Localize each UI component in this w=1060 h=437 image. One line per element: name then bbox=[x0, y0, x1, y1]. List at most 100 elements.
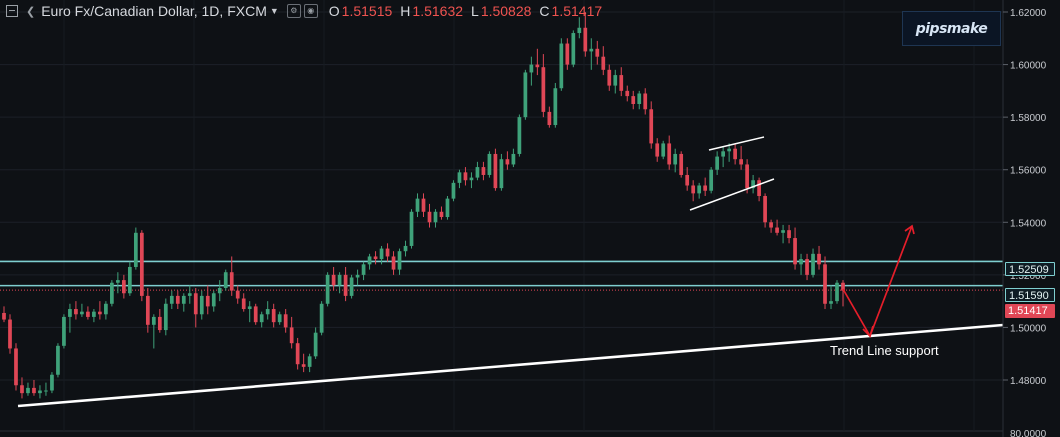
price-tick-label: 1.50000 bbox=[1010, 323, 1047, 334]
collapse-icon[interactable] bbox=[6, 5, 18, 17]
candle bbox=[691, 180, 696, 202]
candle-body bbox=[26, 387, 30, 394]
candle bbox=[715, 151, 720, 175]
candle bbox=[517, 114, 522, 157]
candle-body bbox=[715, 156, 720, 170]
candle-body bbox=[493, 153, 498, 189]
candle-body bbox=[835, 282, 839, 302]
candle bbox=[463, 167, 468, 186]
candle bbox=[595, 40, 600, 65]
candle-body bbox=[92, 311, 96, 317]
candle bbox=[283, 309, 288, 333]
candle-body bbox=[355, 274, 360, 278]
upper-level-price-tag[interactable]: 1.52509 bbox=[1005, 262, 1055, 276]
drawings bbox=[17, 136, 1004, 408]
candle-body bbox=[583, 27, 588, 52]
candle-body bbox=[679, 153, 684, 175]
candle bbox=[193, 287, 198, 328]
candle-body bbox=[541, 67, 546, 112]
candle-body bbox=[86, 311, 90, 317]
symbol-title[interactable]: Euro Fx/Canadian Dollar, 1D, FXCM bbox=[41, 3, 267, 19]
eye-icon[interactable]: ◉ bbox=[303, 4, 318, 18]
candle bbox=[433, 209, 438, 228]
candle bbox=[98, 301, 102, 320]
pipsmake-logo: pipsmake bbox=[902, 11, 1001, 46]
candle bbox=[163, 298, 168, 336]
candle bbox=[601, 46, 606, 76]
candle-body bbox=[98, 311, 102, 315]
candle-body bbox=[133, 232, 138, 267]
candle bbox=[487, 151, 492, 178]
candle-body bbox=[265, 309, 270, 315]
price-tick-label: 1.60000 bbox=[1010, 61, 1047, 72]
candle bbox=[139, 230, 144, 302]
channel-upper-line[interactable] bbox=[708, 136, 765, 151]
candle bbox=[697, 182, 702, 199]
candle-body bbox=[271, 309, 276, 323]
candle bbox=[199, 290, 204, 320]
candle bbox=[553, 82, 558, 128]
candle bbox=[649, 101, 654, 149]
price-axis[interactable]: 1.62000 1.60000 1.58000 1.56000 1.54000 1.520… bbox=[1002, 0, 1060, 437]
candle-body bbox=[421, 198, 426, 212]
candle bbox=[8, 314, 12, 354]
candle bbox=[751, 174, 755, 194]
candle-body bbox=[62, 316, 66, 346]
candle bbox=[607, 64, 612, 91]
candle-body bbox=[661, 143, 666, 157]
last-price-tag[interactable]: 1.51417 bbox=[1005, 304, 1055, 318]
candle bbox=[781, 224, 785, 244]
candle bbox=[409, 209, 414, 249]
settings-icon[interactable]: ⚙ bbox=[286, 4, 301, 18]
candle-body bbox=[38, 390, 42, 394]
candle bbox=[499, 153, 504, 191]
candle-body bbox=[691, 185, 696, 194]
trend-line[interactable] bbox=[17, 323, 1004, 408]
candle-body bbox=[481, 167, 486, 175]
candle-body bbox=[283, 314, 288, 328]
candle bbox=[457, 169, 462, 189]
chevron-down-icon[interactable]: ▼ bbox=[269, 6, 279, 16]
candle-body bbox=[349, 277, 354, 296]
candle bbox=[217, 280, 222, 302]
candle-body bbox=[439, 211, 444, 218]
candle-body bbox=[104, 303, 108, 315]
candle-body bbox=[116, 280, 120, 283]
candle-body bbox=[247, 306, 252, 310]
candle-body bbox=[385, 248, 390, 257]
candle-body bbox=[799, 259, 803, 265]
candle-body bbox=[181, 295, 186, 304]
candle-body bbox=[745, 164, 749, 189]
candle bbox=[74, 301, 78, 320]
candle bbox=[331, 266, 336, 291]
candle bbox=[271, 303, 276, 328]
candle-body bbox=[325, 274, 330, 304]
candle bbox=[583, 12, 588, 57]
candle bbox=[535, 48, 540, 76]
candle bbox=[427, 203, 432, 228]
candle bbox=[829, 285, 833, 310]
projection-arrow[interactable] bbox=[842, 224, 915, 338]
candle-body bbox=[811, 253, 815, 275]
candle-body bbox=[529, 64, 534, 73]
candle bbox=[835, 280, 839, 304]
candle bbox=[110, 280, 114, 307]
candle-body bbox=[373, 256, 378, 260]
candle bbox=[655, 138, 660, 162]
candle bbox=[481, 161, 486, 181]
candle-body bbox=[739, 159, 743, 165]
candle-body bbox=[805, 259, 809, 275]
price-axis-bg bbox=[1003, 0, 1060, 437]
lower-level-price-tag[interactable]: 1.51590 bbox=[1005, 288, 1055, 302]
chevron-left-icon[interactable]: ❮ bbox=[26, 5, 36, 18]
candle-body bbox=[367, 256, 372, 265]
candle-body bbox=[32, 387, 36, 394]
candle-body bbox=[589, 48, 594, 52]
candle-body bbox=[613, 75, 618, 86]
candle bbox=[50, 372, 54, 394]
channel-lower-line[interactable] bbox=[689, 178, 775, 211]
candle-body bbox=[463, 172, 468, 181]
candle bbox=[511, 148, 516, 168]
